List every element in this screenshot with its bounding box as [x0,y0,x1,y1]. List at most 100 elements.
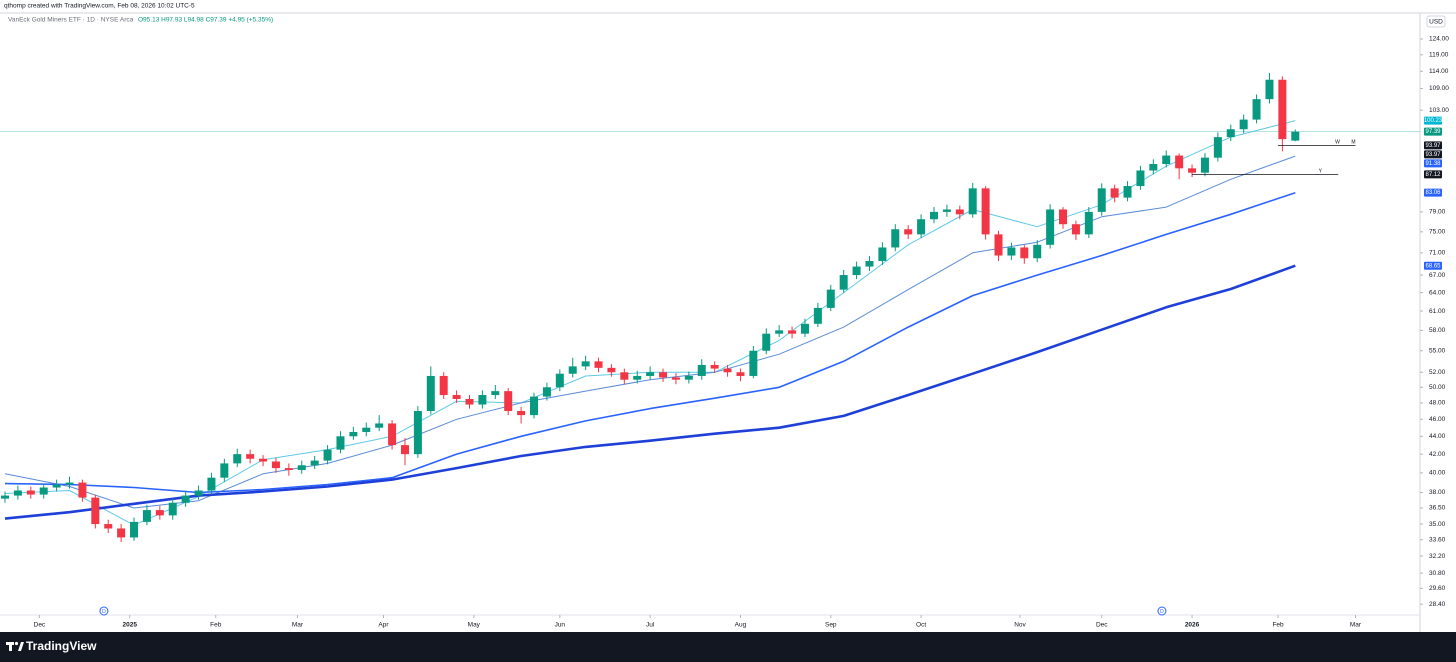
candle-body [181,495,190,503]
candle-body [1265,79,1274,100]
y-tick-label: 29.60 [1429,585,1446,592]
candle-body [194,490,203,496]
brand-logo [6,641,24,651]
y-tick-label: 55.00 [1429,347,1446,354]
candle-body [310,460,319,466]
y-tick-label: 35.00 [1429,521,1446,528]
legend-ohlc: O95.13 H97.93 L94.98 C97.39 +4.95 (+5.35… [138,17,273,24]
candle-body [1149,164,1158,171]
candle-body [1188,168,1197,173]
price-tag-label: 68.65 [1425,263,1441,269]
candle-body [1239,119,1248,130]
candle-body [1020,247,1029,259]
level-label: M [1351,140,1355,146]
price-tag-label: 83.06 [1425,190,1441,196]
x-tick-label: Feb [210,622,222,629]
y-tick-label: 61.00 [1429,308,1446,315]
price-tag-label: 87.12 [1425,172,1441,178]
price-tag [1424,116,1442,125]
moving-average [4,264,1296,520]
y-tick-label: 32.20 [1429,553,1446,560]
y-tick-label: 44.00 [1429,433,1446,440]
candle-body [684,375,693,380]
y-tick-label: 109.00 [1429,85,1449,92]
y-tick-label: 75.00 [1429,229,1446,236]
y-tick-label: 28.40 [1429,601,1446,608]
candle-body [1084,211,1093,235]
x-tick-label: 2025 [122,622,137,629]
currency-box[interactable] [1426,15,1446,28]
y-tick-label: 52.00 [1429,369,1446,376]
moving-average [4,191,1296,494]
candle-body [929,211,938,220]
candle-body [39,487,48,495]
candle-body [530,396,539,416]
candle-body [1291,131,1300,141]
candle-body [52,484,61,488]
y-tick-label: 114.00 [1429,68,1449,75]
x-tick-label: May [468,622,481,629]
x-tick-label: Aug [735,622,747,629]
level-label: W [1335,140,1340,146]
price-tag-label: 97.39 [1425,129,1441,135]
y-tick-label: 46.00 [1429,416,1446,423]
candle-body [168,502,177,516]
candle-body [633,375,642,380]
y-tick-label: 119.00 [1429,52,1449,59]
event-label: D [102,609,106,615]
candle-body [26,490,35,495]
candle-body [607,367,616,373]
footer-bar [0,632,1456,662]
x-tick-label: Mar [1350,622,1362,629]
candle-body [259,458,268,462]
x-tick-label: 2026 [1185,622,1200,629]
x-tick-label: Jun [555,622,566,629]
price-tag-label: 93.97 [1425,143,1441,149]
candle-body [155,510,164,516]
price-tag [1424,159,1442,168]
y-tick-label: 30.80 [1429,570,1446,577]
y-tick-label: 38.00 [1429,489,1446,496]
candle-body [542,387,551,397]
y-tick-label: 40.00 [1429,470,1446,477]
candle-body [426,375,435,412]
x-tick-label: Dec [1096,622,1108,629]
candle-body [65,482,74,485]
x-tick-label: Apr [378,622,389,629]
credit: qthomp created with TradingView.com, Feb… [4,3,195,10]
y-tick-label: 79.00 [1429,209,1446,216]
currency[interactable]: USD [1429,19,1443,26]
y-tick-label: 36.50 [1429,505,1446,512]
x-tick-label: Sep [825,622,837,629]
candle-body [478,395,487,405]
candle-body [1252,99,1261,120]
candle-body [852,266,861,276]
candle-body [1033,244,1042,259]
price-tag-label: 100.23 [1424,118,1443,124]
logo-shape [18,642,24,651]
candle-body [710,364,719,369]
candle-body [800,323,809,334]
event-marker [1157,606,1167,616]
candle-body [917,219,926,235]
y-tick-label: 50.00 [1429,384,1446,391]
candle-body [968,188,977,215]
candle-body [981,188,990,235]
candle-body [233,454,242,464]
candle-body [865,261,874,267]
candle-body [504,391,513,412]
candle-body [91,497,100,525]
event-label: D [1160,609,1164,615]
y-tick-label: 124.00 [1429,36,1449,43]
event-marker [99,606,109,616]
candle-body [1,495,9,499]
candle-body [1226,129,1235,138]
candle-body [749,350,758,376]
candle-body [1213,137,1222,158]
candle-body [491,391,500,396]
candle-body [413,411,422,455]
candle-body [736,372,745,376]
candle-body [1110,188,1119,198]
candle-body [994,234,1003,256]
